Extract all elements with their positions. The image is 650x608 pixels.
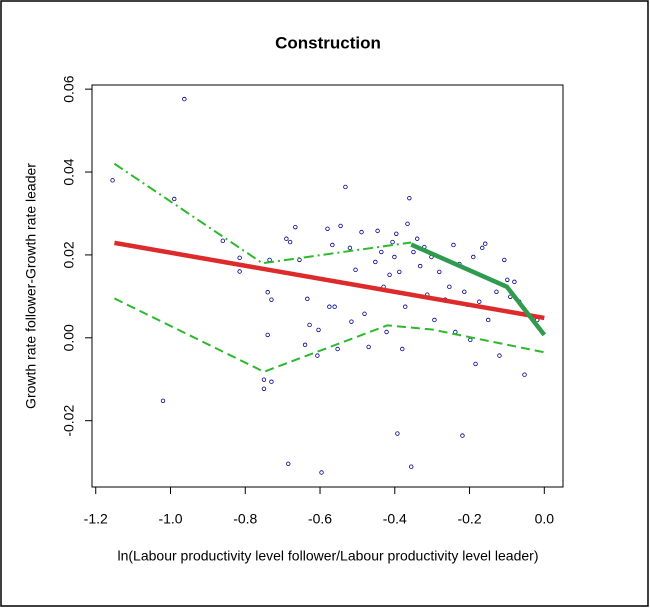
point [265, 332, 270, 338]
x-tick-label: -0.8 [233, 511, 257, 527]
point [302, 342, 308, 348]
point [403, 304, 408, 309]
point [432, 317, 437, 323]
x-tick-label: -1.0 [158, 511, 182, 527]
point [437, 269, 442, 275]
point [353, 267, 358, 273]
point [332, 304, 337, 309]
point [494, 289, 499, 295]
point [287, 239, 293, 245]
point [359, 229, 364, 235]
point [338, 223, 343, 229]
point [418, 263, 423, 269]
y-tick-label: 0.00 [61, 324, 77, 351]
point [343, 184, 348, 190]
point [182, 96, 187, 102]
point [502, 257, 507, 263]
point [415, 236, 420, 241]
point [307, 322, 312, 328]
point [407, 195, 412, 201]
point [462, 289, 467, 295]
point [335, 346, 340, 352]
point [397, 269, 402, 275]
point [172, 196, 177, 202]
point [373, 259, 378, 265]
point [237, 255, 242, 261]
point [237, 269, 242, 274]
fit-line [114, 240, 545, 321]
y-tick-label: 0.02 [61, 241, 77, 268]
chart-title: Construction [275, 33, 381, 52]
point [477, 299, 482, 304]
point [325, 226, 330, 232]
point [471, 254, 476, 260]
point [220, 238, 226, 244]
point [110, 178, 115, 183]
point [451, 242, 456, 248]
point [261, 377, 267, 382]
point [400, 346, 405, 352]
x-tick-label: -0.4 [383, 511, 407, 527]
x-tick-label: -0.6 [308, 511, 332, 527]
point [486, 317, 491, 323]
y-tick-label: 0.04 [61, 158, 77, 185]
point [395, 431, 400, 436]
y-tick-label: 0.06 [61, 75, 77, 102]
point [505, 277, 510, 282]
point [483, 241, 488, 246]
x-tick-label: 0.0 [535, 511, 555, 527]
point [265, 290, 270, 295]
point [392, 254, 397, 260]
point [390, 239, 395, 245]
point [460, 433, 465, 438]
point [269, 379, 274, 384]
point [349, 319, 354, 324]
band-line [113, 297, 545, 373]
point [512, 279, 517, 285]
y-tick-label: -0.02 [61, 405, 77, 437]
point [379, 249, 384, 255]
point [375, 228, 380, 234]
point [497, 353, 502, 358]
point [293, 224, 298, 230]
point [305, 296, 310, 302]
x-axis-label: ln(Labour productivity level follower/La… [118, 548, 539, 564]
point [284, 236, 289, 241]
point [330, 242, 335, 248]
point [160, 398, 166, 403]
point [480, 245, 485, 251]
point [522, 372, 527, 377]
point [387, 272, 392, 278]
y-axis-label: Growth rate follower-Growth rate leader [23, 163, 39, 409]
point [473, 361, 478, 367]
point [405, 221, 410, 227]
point [261, 386, 267, 391]
point [327, 304, 332, 309]
point [409, 464, 414, 469]
x-tick-label: -0.2 [457, 511, 481, 527]
point [269, 297, 274, 302]
point [384, 329, 389, 335]
point [366, 344, 371, 350]
point [447, 284, 452, 290]
point [347, 245, 353, 251]
point [319, 470, 324, 475]
point [362, 311, 367, 316]
x-tick-label: -1.2 [84, 511, 108, 527]
point [315, 353, 320, 358]
point [411, 249, 416, 255]
point [394, 231, 399, 236]
point [316, 327, 321, 333]
fit-line [410, 242, 547, 337]
point [286, 461, 291, 466]
